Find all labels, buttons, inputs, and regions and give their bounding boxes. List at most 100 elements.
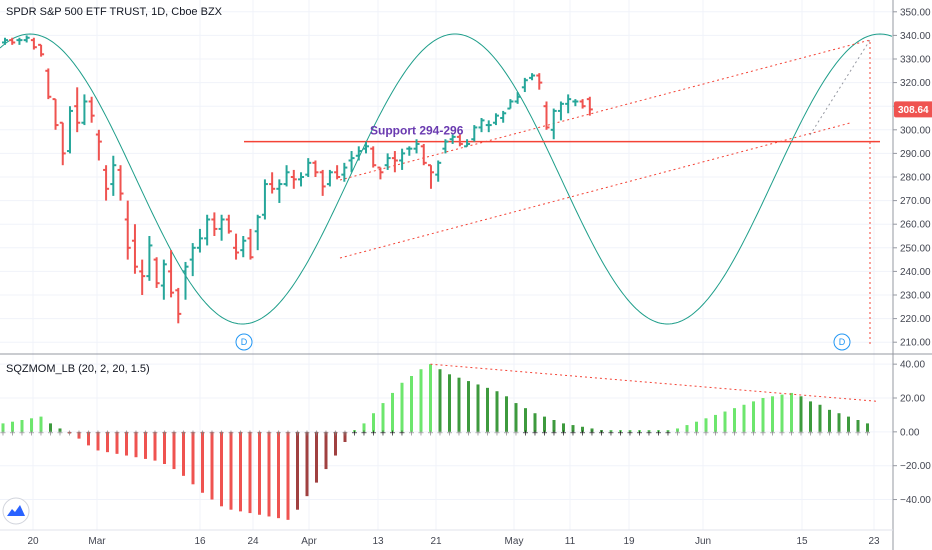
ohlc-bar [117, 165, 124, 201]
squeeze-dot: + [703, 428, 710, 437]
ohlc-bar [261, 179, 268, 220]
ohlc-bars [2, 35, 593, 324]
time-axis: 20 Mar 16 24 Apr 13 21 May 11 19 Jun 15 23 [27, 536, 880, 547]
ohlc-bar [391, 151, 398, 173]
momentum-bar [191, 431, 195, 485]
momentum-bar [600, 430, 603, 432]
ohlc-bar [355, 146, 362, 161]
ohlc-bar [290, 169, 297, 189]
ohlc-bar [514, 92, 521, 104]
ohlc-bar [456, 134, 463, 147]
momentum-bar [419, 369, 423, 432]
momentum-bar [448, 374, 451, 432]
momentum-bar [581, 426, 584, 432]
momentum-bar [790, 392, 793, 432]
squeeze-dot: + [104, 428, 111, 437]
momentum-bar [125, 431, 128, 456]
squeeze-dot: + [598, 428, 605, 437]
ohlc-bar [363, 141, 369, 154]
momentum-bar [467, 381, 470, 432]
squeeze-dot: + [57, 428, 64, 437]
momentum-bar [704, 418, 708, 432]
squeeze-dot: + [66, 428, 73, 437]
squeeze-dot: + [503, 428, 510, 437]
squeeze-dot: + [332, 428, 339, 437]
squeeze-dot: + [199, 428, 206, 437]
momentum-bar [505, 396, 508, 432]
momentum-bar [866, 423, 869, 432]
momentum-bar [514, 403, 518, 432]
ohlc-bar [168, 250, 175, 298]
ohlc-bar [23, 35, 30, 43]
squeeze-dot: + [760, 428, 767, 437]
ohlc-bar [384, 153, 391, 170]
squeeze-dot: + [674, 428, 681, 437]
momentum-bar [39, 416, 43, 432]
ohlc-bar [478, 118, 485, 133]
momentum-bar [619, 430, 622, 432]
squeeze-dot: + [313, 428, 320, 437]
ohlc-bar [536, 73, 543, 90]
squeeze-dot: + [323, 428, 330, 437]
squeeze-dot: + [579, 428, 586, 437]
ohlc-bar [88, 96, 95, 123]
y-tick-label: 280.00 [900, 173, 931, 184]
squeeze-dot: + [798, 428, 805, 437]
ohlc-bar [95, 129, 102, 161]
momentum-bar [457, 377, 461, 432]
ohlc-bar [110, 155, 117, 196]
ohlc-bar [175, 287, 182, 324]
momentum-bar [77, 431, 81, 439]
momentum-bar [495, 391, 499, 432]
squeeze-dot: + [484, 428, 491, 437]
squeeze-dot: + [266, 428, 273, 437]
y-tick-label: 270.00 [900, 196, 931, 207]
momentum-bar [362, 423, 366, 432]
squeeze-dot: + [845, 428, 852, 437]
ohlc-bar [370, 146, 377, 168]
tradingview-logo-icon[interactable] [2, 497, 30, 525]
squeeze-dot: + [855, 428, 862, 437]
main-chart-title: SPDR S&P 500 ETF TRUST, 1D, Cboe BZX [6, 6, 223, 18]
squeeze-dot: + [9, 428, 16, 437]
ohlc-bar [399, 148, 406, 170]
momentum-bar [391, 392, 394, 432]
ohlc-bar [435, 160, 442, 182]
dividend-marker-1[interactable]: D [235, 333, 253, 351]
y-tick-label: 40.00 [900, 360, 925, 371]
ohlc-bar [319, 169, 326, 196]
ohlc-bar [579, 99, 586, 109]
squeeze-dot: + [560, 428, 567, 437]
ohlc-bar [550, 108, 557, 140]
squeeze-dot: + [190, 428, 197, 437]
squeeze-dot: + [228, 428, 235, 437]
ohlc-bar [38, 43, 45, 57]
y-tick-label: −40.00 [900, 495, 931, 506]
ohlc-bar [160, 259, 167, 300]
momentum-bar [11, 421, 14, 432]
dividend-marker-2[interactable]: D [833, 333, 851, 351]
momentum-bar [628, 430, 632, 432]
ohlc-bar [420, 143, 427, 166]
squeeze-dot: + [769, 428, 776, 437]
squeeze-dot: + [627, 428, 634, 437]
ohlc-bar [211, 212, 218, 236]
momentum-bar [115, 431, 119, 454]
ohlc-bar [153, 257, 160, 288]
ohlc-bar [74, 87, 81, 133]
squeeze-dot: + [817, 428, 824, 437]
svg-text:308.64: 308.64 [898, 105, 929, 116]
momentum-bar [837, 413, 841, 432]
squeeze-dot: + [551, 428, 558, 437]
squeeze-dot: + [541, 428, 548, 437]
y-tick-label: 300.00 [900, 125, 931, 136]
price-axis: 210.00 220.00 230.00 240.00 250.00 260.00 270.… [893, 7, 931, 349]
momentum-bar [58, 428, 62, 432]
momentum-bar [410, 376, 413, 432]
ohlc-bar [16, 37, 23, 45]
ohlc-bar [413, 139, 420, 154]
momentum-bar [353, 430, 356, 432]
ohlc-bar [81, 94, 88, 126]
momentum-bar [771, 396, 774, 432]
momentum-bar [742, 404, 746, 432]
